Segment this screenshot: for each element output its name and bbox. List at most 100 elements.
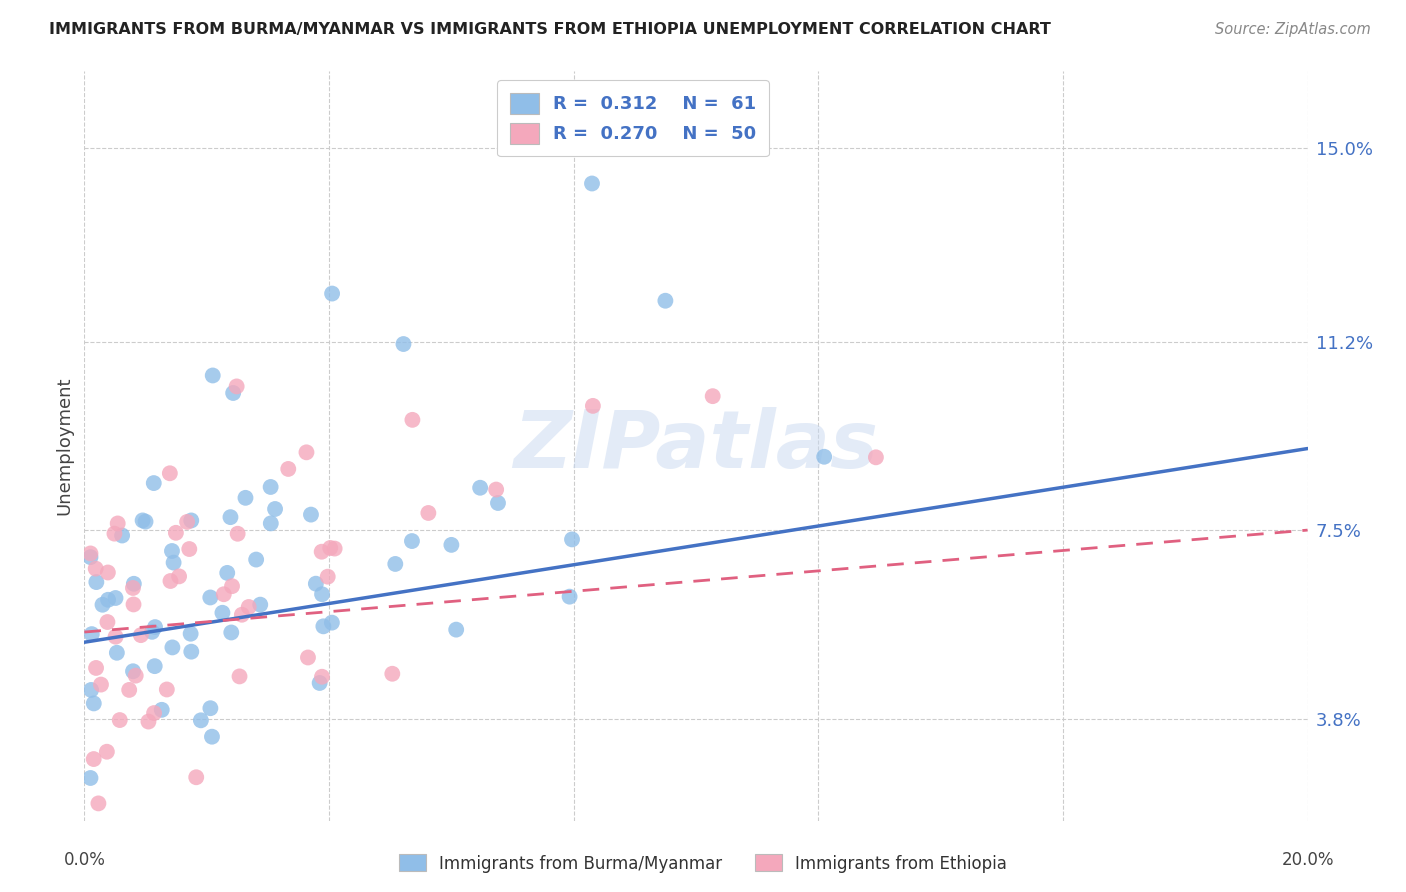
Point	[201, 730, 224, 744]
Point	[485, 483, 508, 497]
Point	[486, 496, 509, 510]
Point	[176, 515, 198, 529]
Point	[79, 550, 101, 565]
Point	[323, 541, 346, 556]
Point	[156, 682, 179, 697]
Point	[212, 587, 235, 601]
Point	[308, 676, 330, 690]
Point	[654, 293, 676, 308]
Point	[179, 542, 201, 557]
Point	[105, 646, 128, 660]
Point	[211, 606, 233, 620]
Point	[381, 666, 404, 681]
Point	[129, 628, 152, 642]
Point	[162, 556, 184, 570]
Point	[219, 510, 242, 524]
Point	[84, 661, 107, 675]
Point	[143, 620, 166, 634]
Point	[813, 450, 835, 464]
Point	[80, 682, 103, 697]
Point	[104, 591, 127, 605]
Point	[259, 480, 281, 494]
Point	[118, 682, 141, 697]
Point	[264, 502, 287, 516]
Point	[561, 533, 583, 547]
Point	[401, 534, 423, 549]
Point	[217, 566, 239, 580]
Point	[228, 669, 250, 683]
Point	[91, 598, 114, 612]
Point	[219, 625, 242, 640]
Point	[245, 552, 267, 566]
Point	[96, 745, 118, 759]
Point	[190, 714, 212, 728]
Point	[122, 598, 145, 612]
Point	[222, 386, 245, 401]
Point	[131, 513, 153, 527]
Point	[86, 575, 108, 590]
Text: 0.0%: 0.0%	[63, 851, 105, 869]
Point	[297, 650, 319, 665]
Point	[231, 607, 253, 622]
Point	[401, 413, 423, 427]
Point	[79, 546, 101, 560]
Point	[150, 703, 173, 717]
Point	[159, 574, 181, 588]
Point	[143, 706, 166, 720]
Point	[311, 587, 333, 601]
Point	[319, 541, 342, 555]
Point	[83, 752, 105, 766]
Point	[581, 177, 603, 191]
Point	[444, 623, 467, 637]
Point	[235, 491, 257, 505]
Point	[122, 665, 145, 679]
Point	[122, 581, 145, 595]
Point	[384, 557, 406, 571]
Point	[225, 379, 247, 393]
Point	[122, 576, 145, 591]
Point	[316, 570, 339, 584]
Point	[201, 368, 224, 383]
Point	[321, 615, 343, 630]
Point	[79, 771, 101, 785]
Point	[97, 566, 120, 580]
Point	[249, 598, 271, 612]
Y-axis label: Unemployment: Unemployment	[55, 376, 73, 516]
Text: Source: ZipAtlas.com: Source: ZipAtlas.com	[1215, 22, 1371, 37]
Point	[84, 561, 107, 575]
Point	[468, 481, 491, 495]
Point	[221, 579, 243, 593]
Point	[180, 645, 202, 659]
Text: ZIPatlas: ZIPatlas	[513, 407, 879, 485]
Point	[80, 627, 103, 641]
Point	[107, 516, 129, 531]
Point	[87, 797, 110, 811]
Point	[138, 714, 160, 729]
Point	[295, 445, 318, 459]
Point	[865, 450, 887, 465]
Point	[702, 389, 724, 403]
Point	[141, 624, 163, 639]
Point	[160, 544, 183, 558]
Point	[226, 526, 249, 541]
Point	[558, 590, 581, 604]
Point	[142, 476, 165, 491]
Point	[200, 591, 222, 605]
Point	[103, 526, 125, 541]
Point	[582, 399, 605, 413]
Point	[440, 538, 463, 552]
Point	[277, 462, 299, 476]
Point	[260, 516, 283, 531]
Point	[299, 508, 322, 522]
Point	[162, 640, 184, 655]
Point	[418, 506, 440, 520]
Point	[167, 569, 190, 583]
Point	[200, 701, 222, 715]
Point	[392, 337, 415, 351]
Point	[180, 513, 202, 527]
Point	[143, 659, 166, 673]
Point	[125, 668, 148, 682]
Point	[238, 599, 260, 614]
Legend: Immigrants from Burma/Myanmar, Immigrants from Ethiopia: Immigrants from Burma/Myanmar, Immigrant…	[392, 847, 1014, 880]
Point	[96, 615, 118, 629]
